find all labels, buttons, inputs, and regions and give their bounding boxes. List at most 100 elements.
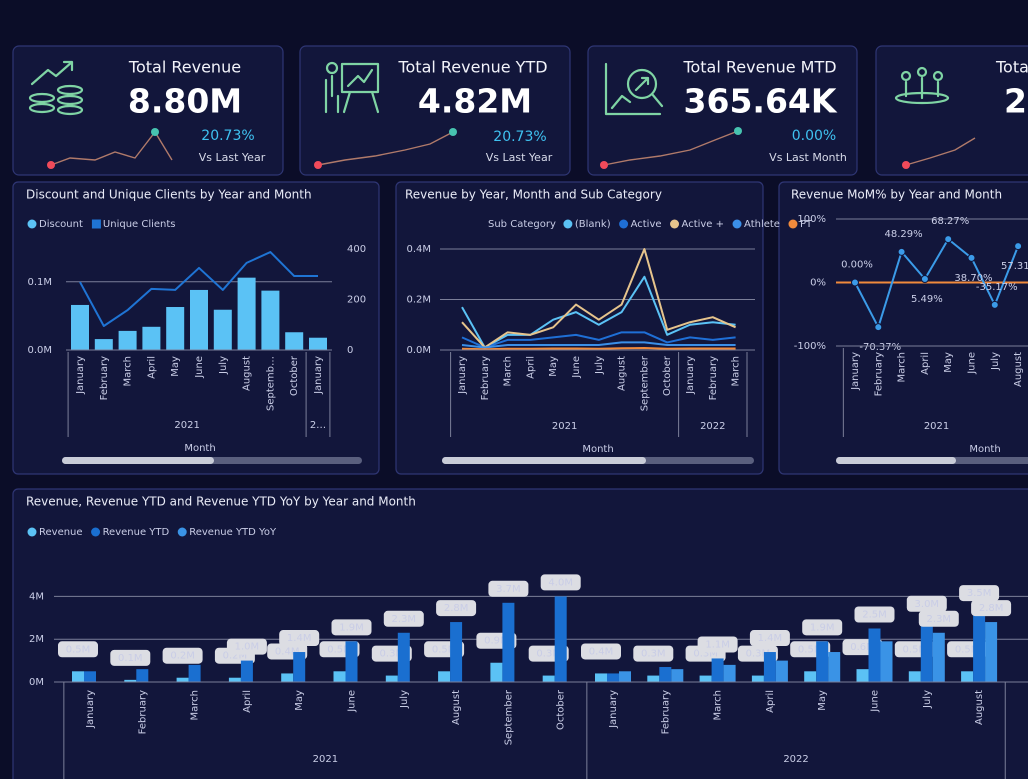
x-tick-label: June [347, 690, 358, 713]
kpi-card: Total Revenue MTD 365.64K 0.00% Vs Last … [587, 45, 858, 176]
data-label: 1.4M [758, 633, 783, 644]
x-axis-title: Month [184, 443, 215, 454]
year-label: 2021 [924, 421, 949, 432]
x-tick-label: July [990, 352, 1001, 371]
point [967, 253, 976, 262]
bar [828, 652, 841, 682]
x-tick-label: March [713, 690, 724, 720]
chart-title: Revenue, Revenue YTD and Revenue YTD YoY… [26, 495, 416, 509]
x-tick-label: July [922, 690, 933, 709]
kpi-title: Total Revenue YTD [397, 58, 547, 77]
bar [723, 664, 736, 682]
line [79, 251, 318, 328]
data-label: 2.3M [927, 614, 952, 625]
legend-label: Revenue YTD [103, 527, 170, 538]
x-axis-title: Month [969, 444, 1000, 455]
kpi-comparison: Vs Last Month [769, 151, 847, 164]
bar [176, 677, 189, 682]
data-label: 1.9M [339, 622, 364, 633]
kpi-value: 8.80M [128, 82, 242, 121]
icon [604, 62, 664, 116]
bar [438, 671, 451, 682]
x-tick-label: January [85, 690, 96, 729]
data-label: 2.8M [979, 603, 1004, 614]
x-tick-label: September [639, 355, 650, 411]
bar [607, 673, 619, 682]
x-tick-label: January [313, 356, 324, 395]
data-label: 1.1M [705, 639, 730, 650]
bar [775, 660, 788, 682]
bar [309, 337, 327, 350]
bar [659, 667, 672, 682]
y-tick-label: 0.0M [406, 345, 431, 356]
label-pill [581, 643, 621, 660]
bar [932, 632, 945, 682]
x-tick-label: April [765, 690, 776, 713]
x-tick-label: August [974, 690, 985, 725]
data-label: 0.3M [536, 649, 561, 660]
point [851, 278, 859, 287]
x-tick-label: January [685, 356, 696, 395]
chart-title: Revenue by Year, Month and Sub Category [405, 188, 662, 202]
x-tick-label: August [617, 356, 628, 391]
label-pill [331, 619, 372, 636]
x-tick-label: June [967, 352, 978, 375]
x-tick-label: June [571, 356, 582, 379]
kpi-change: 20.73% [201, 128, 254, 144]
bar [136, 669, 149, 682]
data-label: 0.5M [432, 644, 457, 655]
spark-end [449, 128, 457, 136]
kpi-card: Total Revenue YTD 4.82M 20.73% Vs Last Y… [299, 45, 571, 176]
kpi-comparison: Vs Last Year [486, 151, 553, 164]
spark-start [902, 161, 910, 169]
data-label: 0.3M [380, 649, 405, 660]
data-label: 1.0M [235, 642, 260, 653]
kpi-change: 0.00% [792, 128, 836, 144]
card-frame [875, 45, 1028, 176]
year-label: 2021 [313, 754, 338, 765]
bar [711, 658, 724, 682]
x-tick-label: October [556, 689, 567, 730]
scrollbar-thumb[interactable] [442, 457, 646, 464]
y2-tick-label: 400 [347, 244, 366, 255]
bar [72, 671, 84, 682]
x-tick-label: June [194, 356, 205, 379]
x-tick-label: February [480, 356, 491, 400]
line [461, 331, 736, 349]
x-tick-label: April [146, 356, 157, 379]
y2-tick-label: 0 [347, 345, 353, 356]
x-tick-label: August [242, 356, 253, 391]
bar [450, 622, 463, 682]
scrollbar-thumb[interactable] [836, 457, 956, 464]
legend-marker [27, 219, 37, 229]
legend-marker [91, 527, 101, 537]
legend-marker [91, 219, 101, 229]
x-tick-label: January [850, 352, 861, 391]
legend-marker [563, 219, 573, 229]
y-tick-label: 100% [797, 214, 826, 225]
kpi-value: 365.64K [684, 82, 838, 121]
x-tick-label: March [897, 352, 908, 382]
x-tick-label: February [708, 356, 719, 400]
legend-marker [619, 219, 629, 229]
data-label: 0.6M [850, 642, 875, 653]
label-pill [854, 606, 895, 623]
line [461, 248, 737, 349]
data-label: 0.5M [798, 644, 823, 655]
data-label: -70.37% [859, 342, 901, 353]
bar [490, 662, 503, 682]
kpi-change: 20.73% [493, 129, 546, 145]
x-tick-label: May [170, 356, 181, 377]
x-tick-label: January [457, 356, 468, 395]
bar [190, 289, 208, 350]
year-label: 2021 [174, 420, 199, 431]
bar [118, 330, 137, 350]
data-label: 0.3M [746, 649, 771, 660]
bar [816, 641, 829, 682]
panel [778, 181, 1028, 475]
scrollbar-thumb[interactable] [62, 457, 214, 464]
data-label: 0.5M [66, 644, 91, 655]
bar [671, 669, 684, 682]
data-label: 48.29% [885, 229, 923, 240]
legend-marker [27, 527, 37, 537]
